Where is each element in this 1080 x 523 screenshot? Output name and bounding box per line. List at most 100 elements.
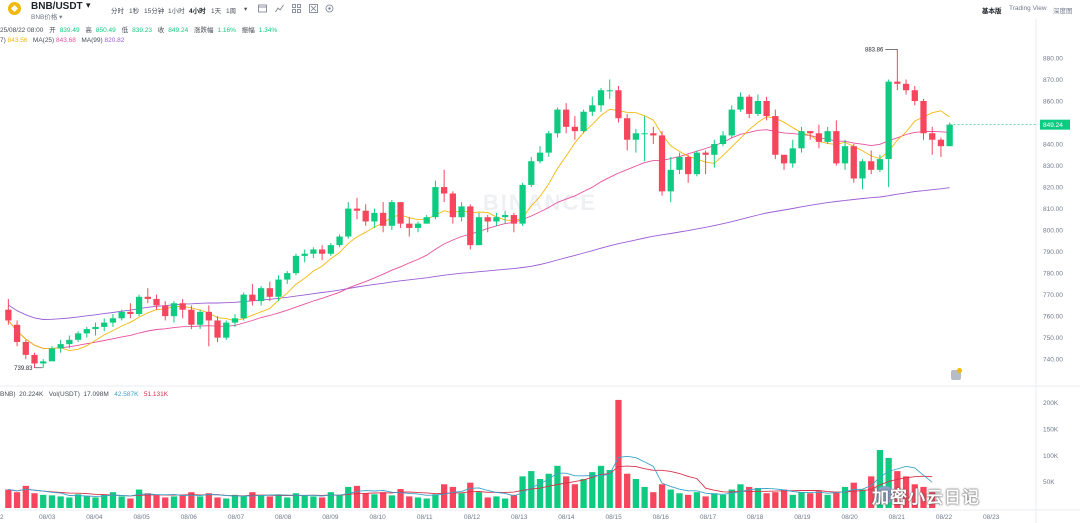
candle-body <box>719 135 727 145</box>
volume-bar <box>284 497 291 508</box>
volume-bar <box>528 471 535 508</box>
candle-body <box>632 133 640 140</box>
time-tick-label: 08/14 <box>558 514 575 521</box>
volume-bar <box>318 497 326 508</box>
time-tick-label: 08/05 <box>133 514 150 521</box>
volume-bar <box>894 471 901 508</box>
indicator-icon[interactable] <box>275 4 284 13</box>
interval-15m[interactable]: 15分钟 <box>144 8 165 15</box>
candle-body <box>22 341 29 355</box>
volume-bar <box>502 498 509 508</box>
candle-body <box>414 223 422 228</box>
candle-body <box>798 131 805 149</box>
interval-4h[interactable]: 4小时 <box>189 8 206 15</box>
interval-time-sharing[interactable]: 分时 <box>111 8 124 15</box>
interval-1d[interactable]: 1天 <box>211 8 222 15</box>
candle-body <box>432 187 439 218</box>
candle-body <box>144 296 151 299</box>
candle-body <box>379 212 387 226</box>
volume-bar <box>231 494 239 508</box>
volume-bar <box>266 496 273 508</box>
candle-body <box>676 156 683 170</box>
volume-bar <box>362 493 369 508</box>
candle-body <box>127 311 134 314</box>
candle-body <box>153 298 160 306</box>
candle-body <box>196 311 204 325</box>
candle-body <box>859 161 866 179</box>
drawing-icon[interactable] <box>292 4 301 13</box>
candle-body <box>249 294 256 302</box>
candle-body <box>807 131 814 134</box>
time-tick-label: 08/10 <box>369 514 386 521</box>
interval-1s[interactable]: 1秒 <box>129 8 140 15</box>
chart-settings-icon[interactable] <box>951 370 961 380</box>
candle-body <box>362 210 369 222</box>
candle-body <box>876 159 884 170</box>
bnb-logo-icon <box>8 2 21 15</box>
volume-bar <box>345 486 352 508</box>
candle-body <box>597 90 605 106</box>
volume-bar <box>423 498 430 508</box>
candle-body <box>214 320 221 338</box>
time-tick-label: 08/03 <box>39 514 56 521</box>
settings-icon[interactable] <box>258 4 267 13</box>
volume-bar <box>5 489 12 508</box>
candle-body <box>475 217 483 246</box>
time-tick-label: 08/13 <box>511 514 528 521</box>
view-tradingview[interactable]: Trading View <box>1009 5 1047 12</box>
volume-bar <box>223 498 230 508</box>
volume-bar <box>667 489 674 508</box>
volume-bar <box>66 497 73 508</box>
candle-body <box>48 348 56 362</box>
volume-bar <box>728 489 735 508</box>
candle-body <box>545 133 552 153</box>
gear-icon[interactable] <box>325 4 334 13</box>
symbol-selector[interactable]: BNB/USDT <box>31 1 83 12</box>
vol-bnb-value: 20.224K <box>19 391 44 398</box>
low-annotation: 739.83 <box>14 366 33 372</box>
candle-body <box>789 148 796 164</box>
vol-bnb-label: BNB) <box>0 391 16 398</box>
time-tick-label: 08/04 <box>86 514 103 521</box>
volume-bar <box>257 495 265 508</box>
volume-bar <box>624 473 631 508</box>
volume-bar <box>118 496 125 508</box>
candle-body <box>563 109 570 127</box>
candle-body <box>571 126 579 132</box>
price-subtitle[interactable]: BNB价格 ▾ <box>31 14 63 21</box>
high-label: 高 <box>85 27 92 34</box>
candle-body <box>188 309 195 325</box>
view-basic[interactable]: 基本版 <box>982 8 1002 15</box>
interval-more[interactable]: ▾ <box>244 6 248 13</box>
volume-bar <box>536 479 544 508</box>
view-depth[interactable]: 深度图 <box>1053 8 1073 15</box>
time-tick-label: 08/15 <box>605 514 622 521</box>
volume-bar <box>641 486 648 508</box>
layout-icon[interactable] <box>309 4 318 13</box>
time-tick-label: 08/08 <box>275 514 292 521</box>
volume-bar <box>458 493 465 508</box>
volume-bar <box>13 492 21 508</box>
interval-1w[interactable]: 1周 <box>226 8 237 15</box>
volume-bar <box>467 482 474 508</box>
interval-1h[interactable]: 1小时 <box>168 8 185 15</box>
volume-bar <box>135 489 143 508</box>
ma-legend: 7) 843.56 MA(25) 843.68 MA(99) 820.82 <box>0 37 124 44</box>
volume-bar <box>850 482 857 508</box>
candle-body <box>589 105 596 112</box>
volume-bar <box>606 470 613 508</box>
volume-bar <box>868 476 875 508</box>
volume-bar <box>179 494 186 508</box>
ma99-value: 820.82 <box>104 37 125 44</box>
vol-ma5-value: 42.587K <box>114 391 139 398</box>
candle-body <box>231 318 239 323</box>
chevron-down-icon[interactable]: ▾ <box>86 0 91 10</box>
ma7-value: 843.56 <box>7 37 28 44</box>
volume-bar <box>545 473 552 508</box>
candle-body <box>179 303 186 310</box>
volume-bar <box>763 493 770 508</box>
volume-bar <box>336 494 343 508</box>
volume-bar <box>780 489 788 508</box>
time-tick-label: 08/19 <box>794 514 811 521</box>
